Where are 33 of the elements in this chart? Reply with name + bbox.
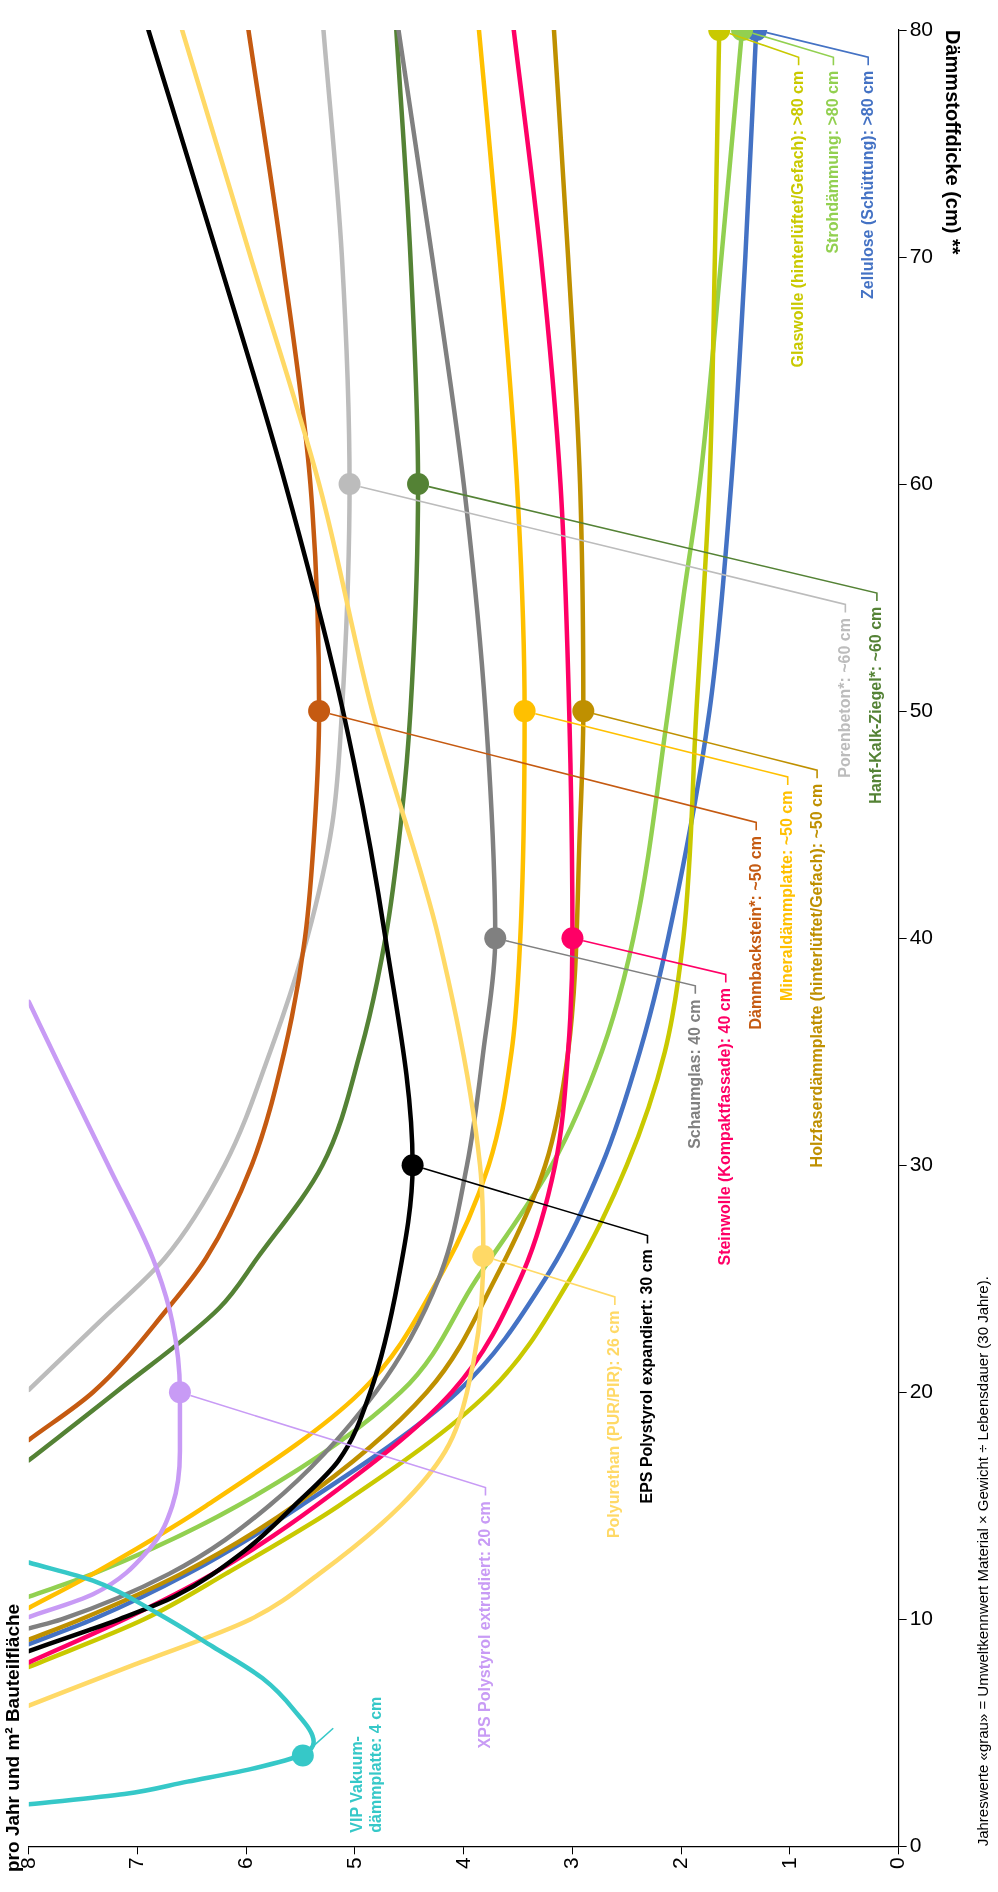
x-tick-label: 1 [776,1857,800,1870]
text: EPS Polystyrol expandiert: 30 cm [637,1249,655,1504]
y-tick-label: 50 [909,697,933,721]
text: Porenbeton*: ~60 cm [835,618,853,778]
y-tick-label: 40 [909,924,933,948]
text: Strohdämmung: >80 cm [823,70,841,254]
y-tick-label: 20 [909,1379,933,1403]
text: Polyurethan (PUR/PIR): 26 cm [605,1310,623,1539]
text: Mineraldämmplatte: ~50 cm [778,790,796,1001]
text: Schaumglas: 40 cm [685,999,703,1149]
x-tick-label: 6 [233,1857,257,1870]
text: Steinwolle (Kompaktfassade): 40 cm [716,988,734,1266]
y-tick-label: 60 [909,470,933,494]
x-tick-label: 5 [341,1857,365,1870]
text: Holzfaserdämmplatte (hinterlüftet/Gefach): ~50 cm [807,783,825,1168]
x-tick-label: 4 [450,1857,474,1870]
text: Glaswolle (hinterlüftet/Gefach): >80 cm [789,70,807,368]
x-tick-label: 2 [667,1857,691,1870]
x-tick-label: 7 [124,1857,148,1870]
text: pro Jahr und m² Bauteilfläche [1,1603,23,1872]
text: Hanf-Kalk-Ziegel*: ~60 cm [867,606,885,804]
text: XPS Polystyrol extrudiert: 20 cm [475,1501,493,1749]
y-tick-label: 10 [909,1606,933,1630]
y-axis-title: Dämmstoffdicke (cm) ** [942,30,965,255]
y-tick-label: 80 [909,16,933,40]
y-tick-label: 70 [909,243,933,267]
text: Dämmbackstein*: ~50 cm [746,835,764,1030]
text: Jahreswerte «grau» = Umweltkennwert Material × Gewicht ÷ Lebensdauer (30 Jahre). [974,1276,992,1847]
y-tick-label: 30 [909,1152,933,1175]
x-tick-label: 3 [559,1857,583,1870]
text: VIP Vakuum-dämmplatte: 4 cm [347,1696,384,1833]
x-tick-label: 0 [885,1857,909,1870]
text: Zellulose (Schüttung): >80 cm [858,70,876,299]
